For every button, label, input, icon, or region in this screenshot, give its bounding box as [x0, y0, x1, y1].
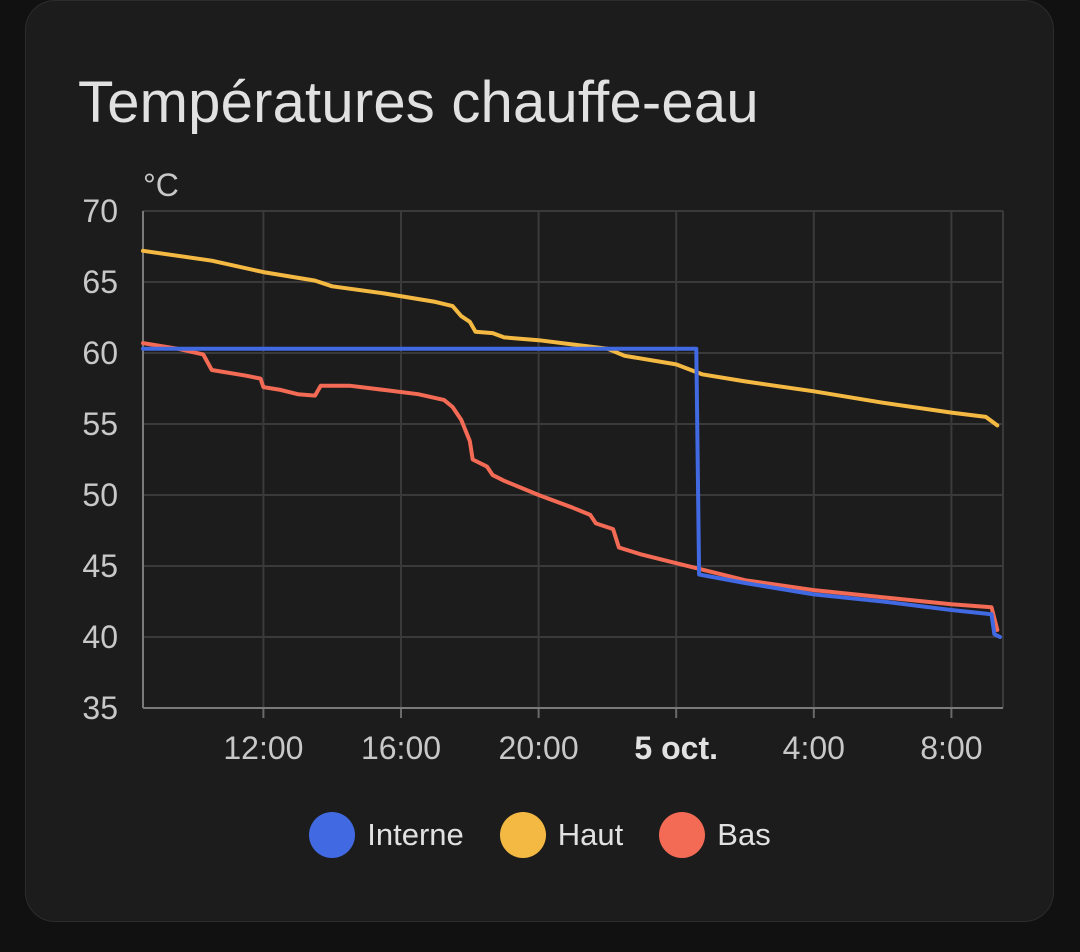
y-axis-unit: °C: [143, 167, 179, 203]
y-tick-label: 70: [82, 193, 118, 229]
axes: 70 65 60 55 50 45 40 35 °C 12:00 16:00 20:00 5 oct. 4…: [82, 167, 1003, 766]
y-tick-label: 35: [82, 690, 118, 726]
x-tick-label: 4:00: [783, 730, 845, 766]
legend-label: Interne: [367, 817, 464, 852]
legend-swatch-icon: [659, 812, 706, 858]
y-tick-label: 45: [82, 548, 118, 584]
y-tick-label: 40: [82, 619, 118, 655]
x-tick-label: 16:00: [361, 730, 441, 766]
x-tick-label: 8:00: [920, 730, 982, 766]
y-tick-label: 60: [82, 335, 118, 371]
legend-swatch-icon: [499, 812, 546, 858]
series-line-bas[interactable]: [141, 341, 1000, 632]
legend-label: Haut: [557, 817, 624, 852]
series-lines: [141, 248, 1003, 639]
legend-item-haut[interactable]: Haut: [499, 812, 624, 858]
series-line-interne[interactable]: [141, 346, 1003, 639]
legend-item-interne[interactable]: Interne: [309, 812, 464, 858]
y-tick-label: 50: [82, 477, 118, 513]
y-tick-label: 65: [82, 264, 118, 300]
chart-legend: Interne Haut Bas: [0, 812, 1080, 858]
y-tick-label: 55: [82, 406, 118, 442]
x-tick-label: 20:00: [499, 730, 579, 766]
x-tick-label: 12:00: [223, 730, 303, 766]
grid: [143, 210, 1004, 709]
x-tick-label: 5 oct.: [634, 730, 718, 766]
legend-item-bas[interactable]: Bas: [659, 812, 771, 858]
card-title: Températures chauffe-eau: [78, 70, 759, 135]
legend-label: Bas: [717, 817, 771, 852]
series-line-haut[interactable]: [141, 248, 1000, 428]
legend-swatch-icon: [309, 812, 356, 858]
